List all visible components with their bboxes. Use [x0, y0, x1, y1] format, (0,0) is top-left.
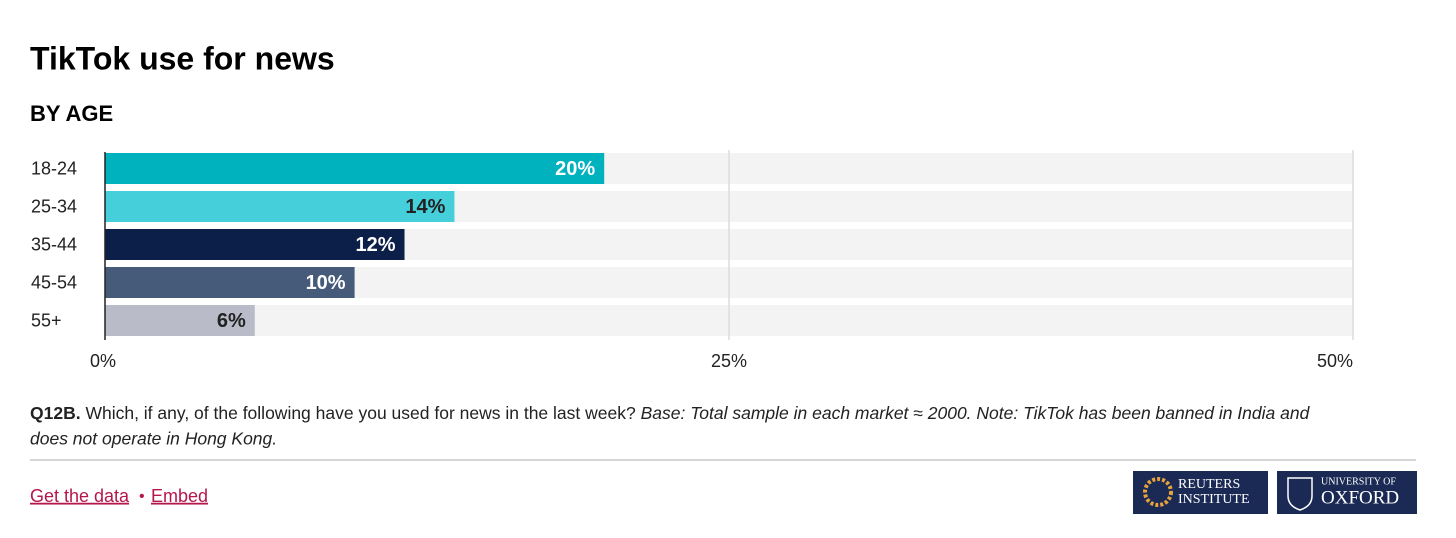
note-base: Base: Total sample in each market ≈ 2000… — [641, 403, 1311, 423]
x-tick-label: 50% — [1317, 351, 1353, 371]
logo-reuters-dots — [1143, 477, 1173, 507]
note-question: Which, if any, of the following have you… — [85, 403, 636, 423]
logo-text: INSTITUTE — [1178, 492, 1250, 507]
logo-text: OXFORD — [1321, 487, 1399, 508]
y-tick-label: 18-24 — [31, 158, 77, 178]
x-tick-label: 0% — [90, 351, 116, 371]
separator: • — [139, 488, 145, 505]
logo-text: UNIVERSITY OF — [1321, 476, 1396, 487]
chart-subtitle: BY AGE — [30, 101, 113, 126]
bar — [105, 267, 355, 298]
y-tick-label: 45-54 — [31, 272, 77, 292]
note-code: Q12B. — [30, 403, 81, 423]
logo-crest — [1287, 477, 1313, 511]
note: Q12B. Which, if any, of the following ha… — [30, 403, 1311, 423]
note-base-continued: does not operate in Hong Kong. — [30, 429, 277, 449]
value-label: 10% — [306, 272, 346, 294]
plot: 0% 25% 50% 18-24 20% 25-34 14% 35-44 12% 45-54 10%… — [31, 150, 1354, 371]
bar — [105, 305, 255, 336]
bar — [105, 153, 605, 184]
y-tick-label: 25-34 — [31, 196, 77, 216]
y-tick-label: 55+ — [31, 310, 62, 330]
link-data[interactable]: Get the data — [30, 486, 130, 506]
chart-title: TikTok use for news — [30, 40, 335, 76]
link-embed[interactable]: Embed — [151, 486, 208, 506]
logo-text: REUTERS — [1178, 477, 1240, 492]
value-label: 20% — [555, 158, 595, 180]
bar — [105, 191, 455, 222]
y-tick-label: 35-44 — [31, 234, 77, 254]
x-tick-label: 25% — [711, 351, 747, 371]
value-label: 14% — [405, 196, 445, 218]
value-label: 6% — [217, 310, 246, 332]
value-label: 12% — [355, 234, 395, 256]
bar — [105, 229, 405, 260]
logo-reuters — [1133, 471, 1268, 514]
